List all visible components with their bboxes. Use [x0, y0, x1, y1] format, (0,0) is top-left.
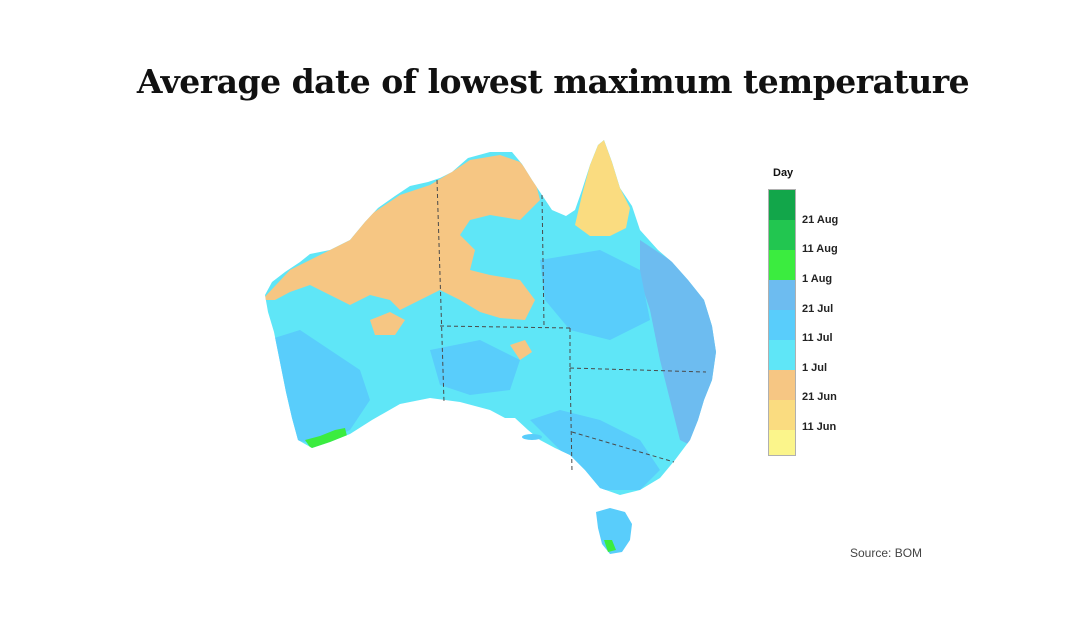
legend-tick-label: 21 Jul [802, 303, 834, 315]
legend-tick-label: 11 Jun [802, 421, 837, 433]
legend-swatch [769, 280, 795, 310]
state-borders [436, 179, 707, 473]
legend-title: Day [773, 167, 794, 179]
legend-tick-label: 21 Jun [802, 391, 837, 403]
nt-sa-border [439, 325, 571, 329]
australia-map [265, 140, 716, 554]
nt-qld-border [541, 194, 545, 327]
source-credit: Source: BOM [850, 546, 923, 560]
legend-swatch [769, 370, 795, 400]
legend-tick-label: 1 Aug [802, 273, 833, 285]
legend-tick-label: 1 Jul [802, 362, 828, 374]
kangaroo-island [522, 434, 542, 440]
pilbara-orange-patch [370, 312, 405, 335]
tasmania-green-tip [604, 540, 616, 552]
legend-swatch [769, 190, 795, 220]
legend-tick-label: 21 Aug [802, 214, 839, 226]
nsw-vic-border [571, 431, 675, 463]
legend: Day 21 Aug 11 Aug 1 Aug 21 Jul 11 Jul 1 … [768, 165, 858, 465]
legend-swatch [769, 220, 795, 250]
legend-swatch [769, 400, 795, 430]
southwest-blue-region [268, 330, 370, 445]
legend-swatch [769, 250, 795, 280]
legend-swatch [769, 310, 795, 340]
legend-swatch [769, 430, 795, 455]
qld-nsw-border [569, 367, 707, 373]
cape-york-yellow-region [575, 140, 630, 236]
inland-blue-region [430, 340, 520, 395]
legend-swatch [769, 340, 795, 370]
legend-bar [768, 189, 796, 456]
wa-border [436, 179, 445, 403]
central-orange-patch [510, 340, 532, 360]
map-title: Average date of lowest maximum temperatu… [136, 62, 970, 101]
legend-tick-label: 11 Aug [802, 243, 838, 255]
sa-vic-border [569, 367, 573, 473]
south-blue-region [530, 410, 660, 490]
legend-tick-label: 11 Jul [802, 332, 833, 344]
central-blue-region [540, 250, 650, 340]
north-orange-region [265, 155, 540, 320]
